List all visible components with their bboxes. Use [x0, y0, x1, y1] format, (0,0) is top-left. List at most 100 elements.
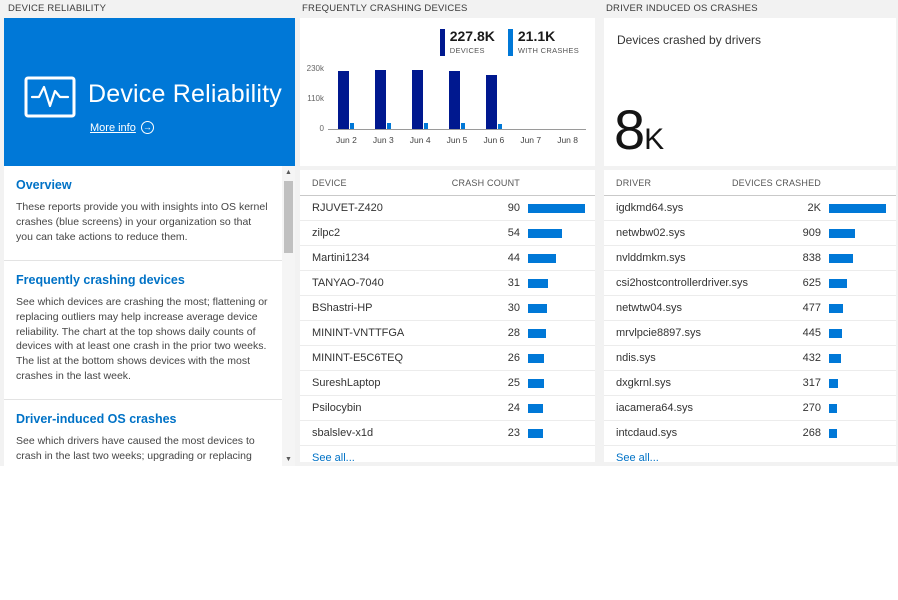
chart-bar-with-crashes[interactable] [497, 123, 502, 129]
device-row[interactable]: MININT-VNTTFGA 28 [300, 321, 595, 346]
device-row[interactable]: Psilocybin 24 [300, 396, 595, 421]
value-bar [528, 228, 585, 238]
description-panel: Overview These reports provide you with … [4, 166, 295, 466]
row-value: 26 [507, 352, 520, 364]
value-bar [528, 378, 585, 388]
column-header-device: DEVICE [312, 177, 347, 188]
see-all-drivers-link[interactable]: See all... [616, 452, 659, 464]
scrollbar-thumb[interactable] [284, 181, 293, 253]
driver-row[interactable]: csi2hostcontrollerdriver.sys 625 [604, 271, 896, 296]
value-bar [829, 378, 886, 388]
chart-day-slot [475, 68, 512, 129]
chart-bar-with-crashes[interactable] [461, 123, 465, 129]
row-value: 44 [507, 252, 520, 264]
value-bar [829, 353, 886, 363]
value-bar [829, 278, 886, 288]
legend-item-devices: 227.8K DEVICES [439, 29, 495, 56]
section-heading-overview[interactable]: Overview [16, 178, 72, 192]
see-all-devices-link[interactable]: See all... [312, 452, 355, 464]
row-label: netwbw02.sys [616, 227, 686, 239]
section-heading-frequently-crashing-devices[interactable]: Frequently crashing devices [16, 272, 185, 287]
device-row[interactable]: TANYAO-7040 31 [300, 271, 595, 296]
y-axis-tick: 110k [307, 94, 324, 103]
row-label: BShastri-HP [312, 302, 373, 314]
row-value: 90 [507, 202, 520, 214]
legend-label-devices: DEVICES [449, 45, 485, 55]
chart-bar-devices[interactable] [338, 71, 350, 129]
driver-row[interactable]: dxgkrnl.sys 317 [604, 371, 896, 396]
row-label: mrvlpcie8897.sys [616, 327, 701, 339]
scroll-up-icon[interactable]: ▲ [285, 169, 292, 176]
dashboard-background: DEVICE RELIABILITY FREQUENTLY CRASHING D… [0, 0, 898, 466]
driver-row[interactable]: iacamera64.sys 270 [604, 396, 896, 421]
x-axis-labels: Jun 2 Jun 3 Jun 4 Jun 5 Jun 6 Jun 7 Jun 8 [328, 135, 586, 145]
chart-bar-with-crashes[interactable] [424, 123, 429, 129]
drivers-table-panel: DRIVER DEVICES CRASHED igdkmd64.sys 2K net… [604, 170, 896, 464]
driver-row[interactable]: netwtw04.sys 477 [604, 296, 896, 321]
column-header-crash-count: CRASH COUNT [451, 177, 520, 188]
row-value: 909 [802, 227, 821, 239]
legend-label-with-crashes: WITH CRASHES [517, 45, 579, 55]
device-row[interactable]: MININT-E5C6TEQ 26 [300, 346, 595, 371]
chart-bar-devices[interactable] [412, 70, 424, 129]
driver-row[interactable]: igdkmd64.sys 2K [604, 196, 896, 221]
row-value: 30 [507, 302, 520, 314]
value-bar [528, 253, 585, 263]
x-axis-label: Jun 7 [520, 135, 542, 145]
chart-day-slot [328, 68, 365, 129]
device-row[interactable]: Martini1234 44 [300, 246, 595, 271]
scrollbar[interactable]: ▲ ▼ [282, 166, 295, 466]
row-value: 317 [802, 377, 821, 389]
row-value: 54 [507, 227, 520, 239]
device-row[interactable]: sbalslev-x1d 23 [300, 421, 595, 446]
device-row[interactable]: SureshLaptop 25 [300, 371, 595, 396]
summary-caption: Devices crashed by drivers [617, 33, 762, 47]
row-label: netwtw04.sys [616, 302, 683, 314]
table-header-row: DRIVER DEVICES CRASHED [604, 170, 896, 196]
y-axis-tick: 230k [306, 64, 324, 73]
row-label: Martini1234 [312, 252, 370, 264]
x-axis-label: Jun 8 [557, 135, 578, 145]
row-value: 445 [802, 327, 821, 339]
column-header-driver: DRIVER [616, 177, 652, 188]
device-row[interactable]: zilpc2 54 [300, 221, 595, 246]
section-body-frequently-crashing-devices: See which devices are crashing the most;… [16, 295, 268, 383]
row-label: igdkmd64.sys [616, 202, 684, 214]
driver-row[interactable]: mrvlpcie8897.sys 445 [604, 321, 896, 346]
row-label: MININT-VNTTFGA [312, 327, 405, 339]
devices-crashed-summary-panel: Devices crashed by drivers 8K [604, 18, 896, 166]
driver-row[interactable]: ndis.sys 432 [604, 346, 896, 371]
section-overview: Overview These reports provide you with … [4, 166, 282, 260]
row-label: TANYAO-7040 [312, 277, 384, 289]
legend-item-with-crashes: 21.1K WITH CRASHES [507, 29, 579, 56]
row-label: nvlddmkm.sys [616, 252, 686, 264]
chart-bar-with-crashes[interactable] [350, 123, 355, 129]
row-value: 24 [507, 402, 520, 414]
value-bar [829, 228, 886, 238]
device-row[interactable]: BShastri-HP 30 [300, 296, 595, 321]
chart-day-slot [512, 68, 549, 129]
chart-day-slot [549, 68, 586, 129]
driver-row[interactable]: netwbw02.sys 909 [604, 221, 896, 246]
more-info-link[interactable]: More info → [90, 121, 154, 134]
chart-bar-devices[interactable] [375, 70, 387, 129]
driver-row[interactable]: nvlddmkm.sys 838 [604, 246, 896, 271]
device-monitor-pulse-icon [24, 76, 76, 123]
chart-bar-with-crashes[interactable] [387, 123, 392, 129]
row-value: 270 [802, 402, 821, 414]
chart-bar-devices[interactable] [485, 75, 497, 129]
driver-row[interactable]: intcdaud.sys 268 [604, 421, 896, 446]
column-header-device-reliability: DEVICE RELIABILITY [8, 3, 107, 14]
device-row[interactable]: RJUVET-Z420 90 [300, 196, 595, 221]
x-axis-label: Jun 2 [336, 135, 357, 145]
chart-bar-devices[interactable] [449, 71, 460, 129]
row-label: Psilocybin [312, 402, 362, 414]
scroll-down-icon[interactable]: ▼ [285, 456, 292, 463]
row-label: ndis.sys [616, 352, 656, 364]
chart-day-slot [402, 68, 439, 129]
row-label: MININT-E5C6TEQ [312, 352, 404, 364]
section-heading-driver-induced-os-crashes[interactable]: Driver-induced OS crashes [16, 412, 177, 427]
device-reliability-tile[interactable]: Device Reliability More info → [4, 18, 295, 166]
value-bar [829, 253, 886, 263]
summary-value: 8K [614, 102, 664, 158]
